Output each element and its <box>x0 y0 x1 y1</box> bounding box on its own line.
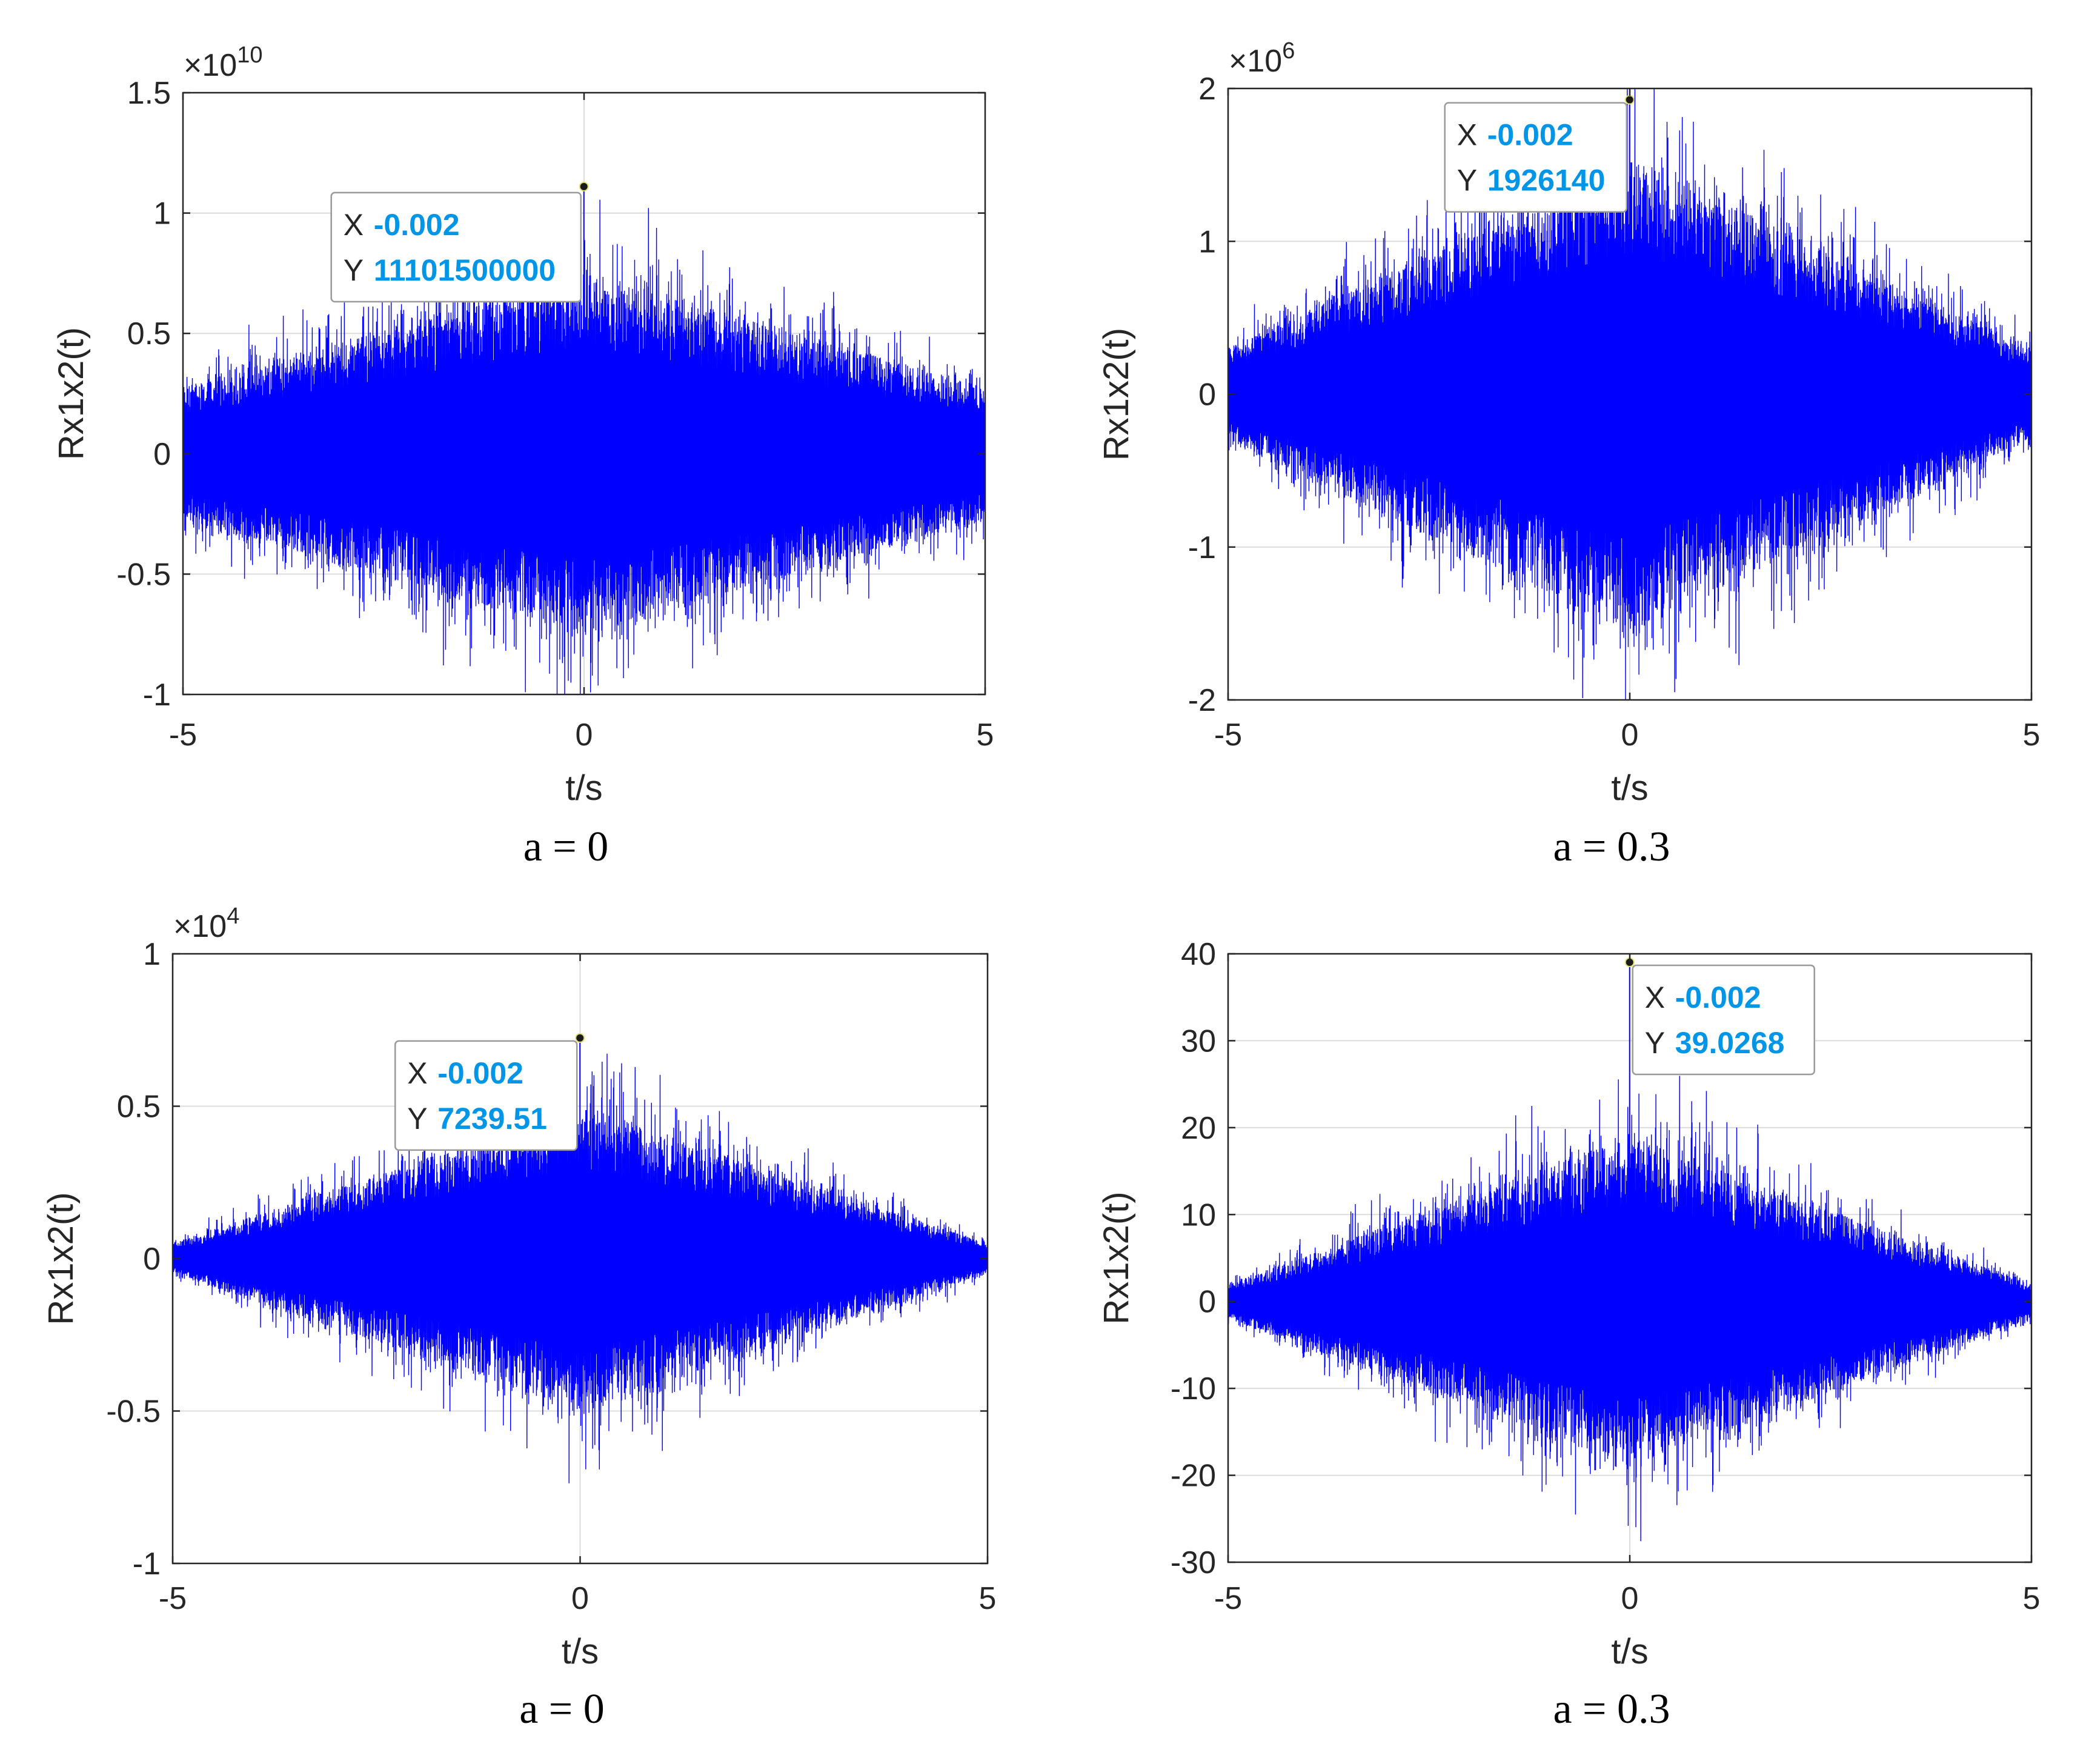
y-exponent-label: ×1010 <box>184 42 263 83</box>
datatip-y-value: 11101500000 <box>374 253 556 287</box>
x-tick-label: 5 <box>2023 1581 2041 1616</box>
y-tick-label: 0 <box>1198 1285 1216 1320</box>
datatip-y-value: 1926140 <box>1487 164 1606 198</box>
x-axis-label: t/s <box>1611 768 1648 808</box>
panel-caption: a = 0 <box>523 824 609 870</box>
y-tick-label: -30 <box>1171 1545 1216 1580</box>
x-tick-label: -5 <box>159 1581 187 1616</box>
y-exponent-label: ×106 <box>1229 38 1295 79</box>
x-tick-label: -5 <box>169 717 197 753</box>
y-tick-label: 30 <box>1181 1023 1216 1059</box>
y-tick-label: 1.5 <box>127 76 171 111</box>
y-tick-label: -10 <box>1171 1371 1216 1406</box>
x-tick-label: 0 <box>1621 1581 1639 1616</box>
y-tick-label: -1 <box>143 677 171 713</box>
y-tick-label: 0 <box>143 1242 161 1277</box>
datatip-x-value: -0.002 <box>1487 118 1573 152</box>
datatip-y-value: 7239.51 <box>437 1102 547 1136</box>
y-tick-label: 0 <box>153 437 171 472</box>
y-tick-label: -2 <box>1188 683 1216 718</box>
y-axis-label: Rx1x2(t) <box>51 327 91 460</box>
datatip[interactable]: X -0.002 Y 11101500000 <box>330 191 582 303</box>
datatip[interactable]: X -0.002 Y 7239.51 <box>394 1040 578 1151</box>
y-tick-label: -0.5 <box>106 1394 161 1430</box>
chart-panel-top-left: -1 -0.5 0 0.5 1 1.5 -5 0 5 ×1010 t/s Rx1x2(t) a = 0 X… <box>51 42 994 870</box>
x-tick-label: 5 <box>977 717 994 753</box>
panel-caption: a = 0.3 <box>1553 824 1670 870</box>
datatip-x-label: X <box>407 1056 427 1090</box>
y-tick-label: 0 <box>1198 378 1216 413</box>
chart-panel-bottom-left: -1 -0.5 0 0.5 1 -5 0 5 ×104 t/s Rx1x2(t) a = 0 X -0.0… <box>41 904 996 1732</box>
y-tick-label: -0.5 <box>116 557 171 592</box>
panel-caption: a = 0.3 <box>1553 1686 1670 1732</box>
y-exponent-label: ×104 <box>173 904 239 944</box>
x-axis-label: t/s <box>1611 1632 1648 1671</box>
datatip-box <box>394 1040 578 1151</box>
y-tick-label: -1 <box>133 1546 161 1582</box>
chart-panel-top-right: -2 -1 0 1 2 -5 0 5 ×106 t/s Rx1x2(t) a = 0.3 X -0.002… <box>1097 38 2041 870</box>
y-tick-label: 1 <box>153 196 171 231</box>
datatip-x-value: -0.002 <box>437 1056 523 1090</box>
datatip-x-label: X <box>1645 980 1665 1014</box>
x-tick-label: 0 <box>576 717 593 753</box>
datatip-x-value: -0.002 <box>374 208 460 242</box>
x-tick-label: -5 <box>1214 717 1242 753</box>
y-axis-label: Rx1x2(t) <box>1097 328 1136 461</box>
peak-marker[interactable] <box>579 181 589 191</box>
y-tick-label: 10 <box>1181 1197 1216 1233</box>
datatip-box <box>1632 964 1815 1076</box>
datatip-x-label: X <box>1457 118 1477 152</box>
datatip-y-value: 39.0268 <box>1675 1026 1785 1060</box>
y-axis-label: Rx1x2(t) <box>1097 1191 1136 1324</box>
panel-caption: a = 0 <box>519 1686 605 1732</box>
datatip-x-label: X <box>344 208 364 242</box>
datatip-y-label: Y <box>1457 164 1477 198</box>
x-tick-label: 5 <box>979 1581 997 1616</box>
y-tick-label: 0.5 <box>127 316 171 351</box>
datatip-x-value: -0.002 <box>1675 980 1761 1014</box>
y-tick-label: 0.5 <box>117 1090 161 1125</box>
peak-marker[interactable] <box>575 1033 585 1043</box>
x-tick-label: 5 <box>2023 717 2041 753</box>
x-axis-label: t/s <box>565 768 602 808</box>
datatip-y-label: Y <box>1645 1026 1665 1060</box>
x-tick-label: -5 <box>1214 1581 1242 1616</box>
x-tick-label: 0 <box>571 1581 589 1616</box>
y-tick-label: 2 <box>1198 72 1216 107</box>
datatip-box <box>1444 102 1627 213</box>
y-tick-label: 1 <box>1198 224 1216 259</box>
chart-panel-bottom-right: -30 -20 -10 0 10 20 30 40 -5 0 5 t/s Rx1x2(t) a = 0.3… <box>1097 937 2040 1732</box>
y-axis-label: Rx1x2(t) <box>41 1192 81 1325</box>
y-tick-label: 40 <box>1181 937 1216 972</box>
datatip-box <box>330 191 582 303</box>
datatip[interactable]: X -0.002 Y 39.0268 <box>1632 964 1815 1076</box>
y-tick-label: -1 <box>1188 530 1216 565</box>
y-tick-label: 20 <box>1181 1111 1216 1146</box>
x-tick-label: 0 <box>1621 717 1639 753</box>
x-axis-label: t/s <box>562 1632 599 1671</box>
datatip-y-label: Y <box>344 253 364 287</box>
datatip-y-label: Y <box>407 1102 427 1136</box>
y-tick-label: -20 <box>1171 1459 1216 1494</box>
peak-marker[interactable] <box>1624 95 1635 105</box>
datatip[interactable]: X -0.002 Y 1926140 <box>1444 102 1627 213</box>
y-tick-label: 1 <box>143 937 161 972</box>
